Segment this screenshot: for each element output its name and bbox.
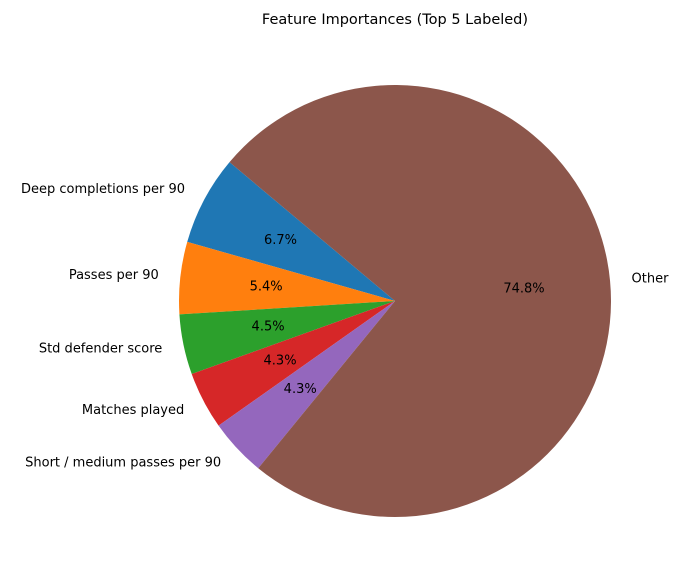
- pie-slice-std-defender-score: [179, 301, 395, 375]
- labels-layer: Deep completions per 90 6.7% Passes per 90…: [21, 182, 669, 470]
- slice-pct-deep-completions-per-90: 6.7%: [264, 233, 297, 248]
- pie-slice-deep-completions-per-90: [187, 162, 395, 301]
- slice-pct-passes-per-90: 5.4%: [250, 280, 283, 295]
- pie-slice-short-medium-passes-per-90: [218, 301, 395, 469]
- slices-layer: [179, 84, 611, 517]
- slice-label-short-medium-passes-per-90: Short / medium passes per 90: [25, 455, 221, 470]
- pie-slice-other: [229, 84, 611, 517]
- slice-label-matches-played: Matches played: [82, 403, 184, 418]
- pie-slice-passes-per-90: [179, 241, 395, 315]
- slice-pct-short-medium-passes-per-90: 4.3%: [284, 382, 317, 397]
- slice-label-other: Other: [632, 271, 670, 286]
- slice-label-passes-per-90: Passes per 90: [69, 268, 159, 283]
- pie-slice-matches-played: [191, 301, 395, 426]
- slice-pct-std-defender-score: 4.5%: [252, 320, 285, 335]
- slice-label-deep-completions-per-90: Deep completions per 90: [21, 182, 185, 197]
- slice-pct-matches-played: 4.3%: [264, 353, 297, 368]
- slice-label-std-defender-score: Std defender score: [39, 342, 162, 357]
- slice-pct-other: 74.8%: [503, 281, 544, 296]
- chart-title: Feature Importances (Top 5 Labeled): [262, 12, 528, 28]
